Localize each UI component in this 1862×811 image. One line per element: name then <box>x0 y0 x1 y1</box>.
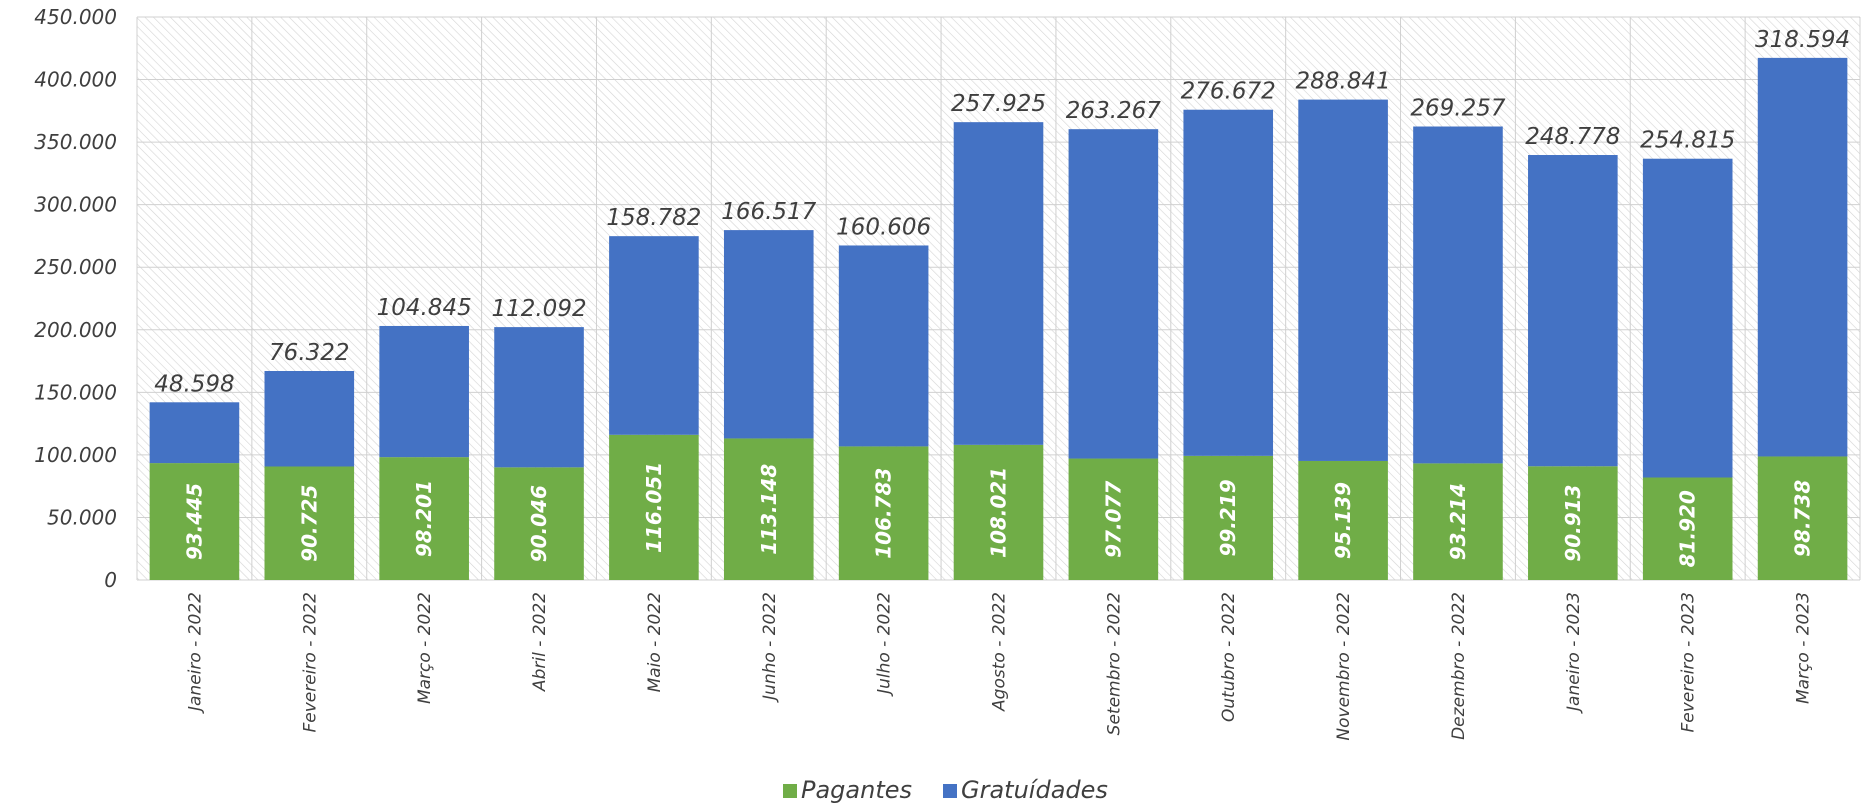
x-category-label: Janeiro - 2023 <box>1564 592 1584 714</box>
x-category-label: Fevereiro - 2023 <box>1679 592 1699 733</box>
data-label-pagantes: 108.021 <box>987 467 1011 558</box>
data-label-gratuidades: 76.322 <box>269 340 349 366</box>
x-category-label: Outubro - 2022 <box>1219 592 1239 722</box>
bar-gratuidades <box>838 245 929 447</box>
bar-pagantes <box>1298 460 1388 580</box>
x-category-label: Julho - 2022 <box>875 592 895 697</box>
y-tick-label: 100.000 <box>34 443 117 467</box>
bar-gratuidades <box>1642 158 1733 478</box>
x-category-label: Junho - 2022 <box>760 592 780 703</box>
data-label-pagantes: 81.920 <box>1676 490 1700 567</box>
bar-pagantes <box>1183 455 1274 580</box>
data-label-gratuidades: 158.782 <box>606 205 701 231</box>
bar-pagantes <box>1757 456 1848 580</box>
data-label-gratuidades: 112.092 <box>491 296 586 322</box>
bar-pagantes <box>494 467 584 580</box>
data-label-pagantes: 93.214 <box>1446 483 1470 560</box>
y-tick-label: 400.000 <box>34 68 117 92</box>
data-label-gratuidades: 104.845 <box>377 295 472 321</box>
data-label-gratuidades: 318.594 <box>1755 27 1850 53</box>
legend-gratuidades-label: Gratuídades <box>961 776 1108 804</box>
bar-gratuidades <box>609 236 699 435</box>
x-category-label: Março - 2023 <box>1794 592 1814 704</box>
legend-gratuidades-swatch <box>943 784 957 798</box>
bar-gratuidades <box>264 371 355 467</box>
x-category-label: Abril - 2022 <box>530 592 550 692</box>
bar-pagantes <box>1642 477 1733 580</box>
bar-pagantes <box>953 444 1044 580</box>
bar-pagantes <box>149 463 240 580</box>
data-label-gratuidades: 269.257 <box>1410 96 1505 122</box>
y-tick-label: 200.000 <box>34 318 117 342</box>
y-tick-label: 50.000 <box>47 505 117 529</box>
bar-pagantes <box>609 434 699 580</box>
data-label-gratuidades: 166.517 <box>721 199 816 225</box>
bar-gratuidades <box>1528 155 1618 467</box>
bar-gratuidades <box>1183 109 1274 456</box>
y-tick-label: 150.000 <box>34 380 117 404</box>
data-label-pagantes: 98.738 <box>1791 480 1815 557</box>
y-tick-label: 0 <box>104 568 117 592</box>
y-tick-label: 450.000 <box>34 5 117 29</box>
y-tick-label: 350.000 <box>34 130 117 154</box>
bar-gratuidades <box>953 122 1044 445</box>
bar-gratuidades <box>149 402 240 464</box>
x-axis-categories: Janeiro - 2022 Fevereiro - 2022 Março - 20… <box>185 592 1813 741</box>
bar-gratuidades <box>723 230 814 439</box>
bar-pagantes <box>264 466 355 580</box>
y-tick-label: 250.000 <box>34 255 117 279</box>
bar-pagantes <box>1068 458 1159 580</box>
data-label-gratuidades: 288.841 <box>1296 69 1391 95</box>
data-labels: 93.445 48.598 90.725 76.322 98.201 104.845 90.… <box>154 27 1850 567</box>
x-category-label: Maio - 2022 <box>645 592 665 692</box>
data-label-pagantes: 95.139 <box>1331 482 1355 559</box>
bar-pagantes <box>1528 466 1618 580</box>
bar-gratuidades <box>1298 99 1388 461</box>
bar-gratuidades <box>379 325 469 458</box>
data-label-pagantes: 90.046 <box>527 485 551 562</box>
data-label-pagantes: 93.445 <box>182 483 206 560</box>
data-label-gratuidades: 263.267 <box>1066 98 1161 124</box>
bar-gratuidades <box>1068 129 1159 459</box>
legend-pagantes-label: Pagantes <box>801 776 912 804</box>
data-label-pagantes: 90.913 <box>1561 485 1585 562</box>
data-label-pagantes: 99.219 <box>1216 479 1240 556</box>
x-category-label: Agosto - 2022 <box>990 592 1010 712</box>
data-label-pagantes: 98.201 <box>412 480 436 557</box>
bar-gratuidades <box>494 327 584 468</box>
data-label-gratuidades: 254.815 <box>1640 128 1735 154</box>
bar-gratuidades <box>1413 126 1503 464</box>
bar-gratuidades <box>1757 57 1848 457</box>
bar-pagantes <box>1413 463 1503 580</box>
legend: Pagantes Gratuídades <box>783 776 1108 804</box>
data-label-gratuidades: 48.598 <box>154 371 234 397</box>
x-category-label: Fevereiro - 2022 <box>300 592 320 733</box>
data-label-pagantes: 113.148 <box>757 464 781 555</box>
bar-pagantes <box>723 438 814 580</box>
data-label-pagantes: 97.077 <box>1101 481 1125 558</box>
data-label-pagantes: 90.725 <box>297 485 321 562</box>
data-label-gratuidades: 160.606 <box>836 214 931 240</box>
data-label-pagantes: 116.051 <box>642 462 666 553</box>
x-category-label: Janeiro - 2022 <box>185 592 205 714</box>
bars <box>149 57 1848 580</box>
y-tick-label: 300.000 <box>34 193 117 217</box>
bar-pagantes <box>379 457 469 580</box>
y-axis-ticks: 0 50.000 100.000 150.000 200.000 250.000 300.0… <box>34 5 117 592</box>
data-label-pagantes: 106.783 <box>872 468 896 559</box>
data-label-gratuidades: 248.778 <box>1525 124 1620 150</box>
x-category-label: Setembro - 2022 <box>1104 592 1124 735</box>
data-label-gratuidades: 276.672 <box>1181 79 1276 105</box>
x-category-label: Março - 2022 <box>415 592 435 704</box>
x-category-label: Dezembro - 2022 <box>1449 592 1469 740</box>
bar-pagantes <box>838 446 929 580</box>
legend-pagantes-swatch <box>783 784 797 798</box>
data-label-gratuidades: 257.925 <box>951 91 1046 117</box>
x-category-label: Novembro - 2022 <box>1334 592 1354 741</box>
